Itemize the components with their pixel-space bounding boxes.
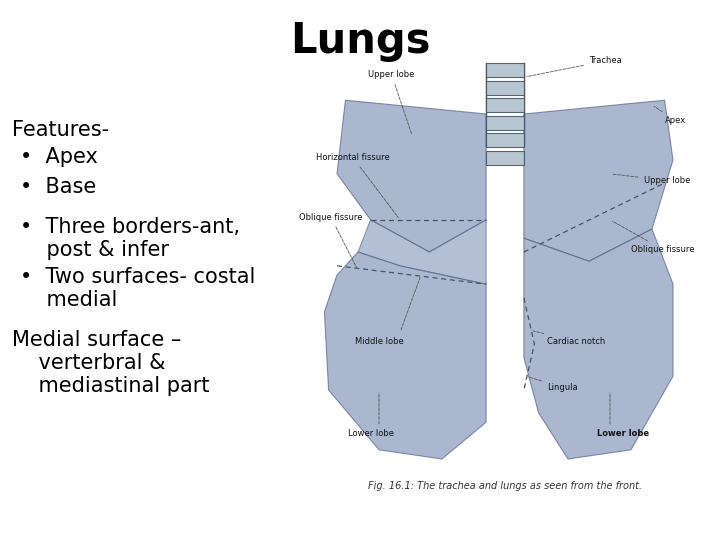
Polygon shape [486, 98, 524, 112]
Polygon shape [358, 220, 486, 284]
Polygon shape [486, 63, 524, 77]
Polygon shape [486, 116, 524, 130]
Polygon shape [486, 133, 524, 147]
Text: •  Base: • Base [20, 177, 96, 197]
Text: Apex: Apex [654, 106, 686, 125]
Text: Medial surface –
    verterbral &
    mediastinal part: Medial surface – verterbral & mediastina… [12, 330, 210, 396]
Polygon shape [524, 100, 673, 261]
Text: Lower lobe: Lower lobe [348, 429, 394, 438]
Polygon shape [486, 81, 524, 94]
Text: Features-: Features- [12, 120, 109, 140]
Text: Lungs: Lungs [289, 20, 431, 62]
Text: Upper lobe: Upper lobe [613, 174, 690, 185]
Text: Lingula: Lingula [528, 377, 577, 392]
Polygon shape [524, 229, 673, 459]
Text: Upper lobe: Upper lobe [369, 70, 415, 134]
Text: Middle lobe: Middle lobe [355, 337, 403, 346]
Text: •  Three borders-ant,
    post & infer: • Three borders-ant, post & infer [20, 217, 240, 260]
Polygon shape [486, 151, 524, 165]
Text: Trachea: Trachea [526, 56, 622, 77]
Text: •  Apex: • Apex [20, 147, 98, 167]
Text: •  Two surfaces- costal
    medial: • Two surfaces- costal medial [20, 267, 256, 310]
Text: Cardiac notch: Cardiac notch [533, 331, 606, 346]
Text: Oblique fissure: Oblique fissure [613, 221, 695, 254]
Text: Fig. 16.1: The trachea and lungs as seen from the front.: Fig. 16.1: The trachea and lungs as seen… [368, 481, 642, 491]
Text: Horizontal fissure: Horizontal fissure [316, 153, 398, 218]
Text: Lower lobe: Lower lobe [597, 429, 649, 438]
Polygon shape [337, 100, 486, 252]
Polygon shape [325, 252, 486, 459]
Text: Oblique fissure: Oblique fissure [300, 213, 363, 268]
